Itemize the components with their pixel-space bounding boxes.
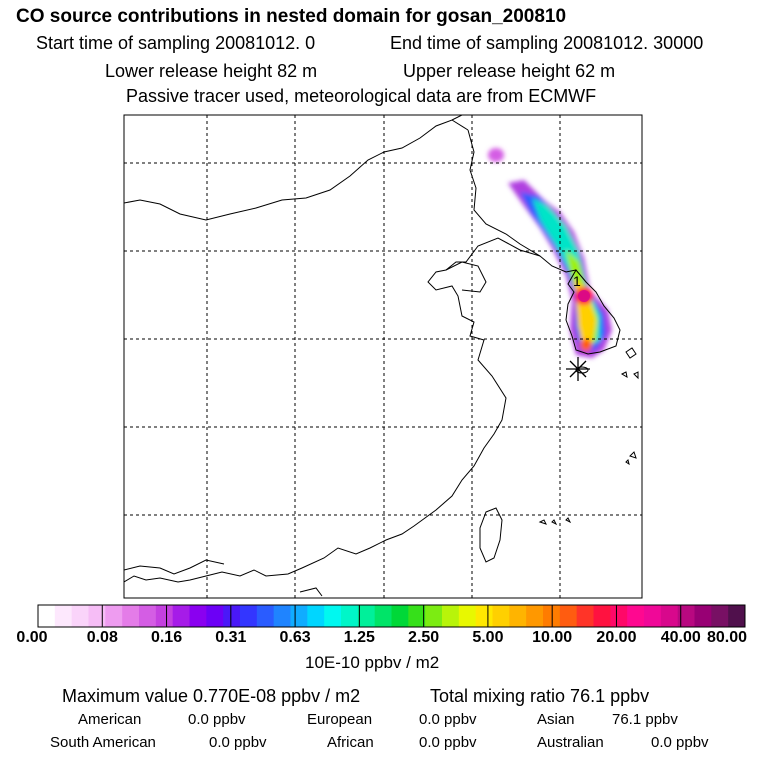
colorbar-tick-label: 5.00 bbox=[472, 629, 504, 646]
colorbar-swatch bbox=[425, 605, 443, 627]
map-title: CO source contributions in nested domain… bbox=[16, 6, 567, 27]
region-name-african: African bbox=[327, 734, 374, 751]
colorbar-swatch bbox=[105, 605, 123, 627]
region-value-american: 0.0 ppbv bbox=[188, 711, 246, 728]
colorbar-swatch bbox=[88, 605, 106, 627]
sampling-end: End time of sampling 20081012. 30000 bbox=[390, 33, 704, 53]
colorbar-swatch bbox=[122, 605, 140, 627]
colorbar-tick-label: 40.00 bbox=[660, 629, 701, 646]
maximum-value: Maximum value 0.770E-08 ppbv / m2 bbox=[62, 686, 361, 706]
colorbar-swatch bbox=[627, 605, 645, 627]
region-name-american: American bbox=[78, 711, 142, 728]
region-value-south-american: 0.0 ppbv bbox=[209, 734, 267, 751]
colorbar-swatch bbox=[492, 605, 510, 627]
receptor-label: 1 bbox=[573, 273, 581, 289]
colorbar-swatch bbox=[374, 605, 392, 627]
sampling-start: Start time of sampling 20081012. 0 bbox=[36, 33, 316, 53]
colorbar-swatch bbox=[54, 605, 73, 627]
region-value-australian: 0.0 ppbv bbox=[651, 734, 709, 751]
colorbar-swatch bbox=[728, 605, 746, 627]
colorbar-tick-label: 20.00 bbox=[596, 629, 637, 646]
colorbar-swatch bbox=[240, 605, 258, 627]
colorbar-swatch bbox=[711, 605, 729, 627]
map-frame bbox=[123, 114, 643, 599]
colorbar-swatch bbox=[341, 605, 359, 627]
colorbar-swatch bbox=[155, 605, 174, 627]
total-mixing-ratio: Total mixing ratio 76.1 ppbv bbox=[430, 686, 650, 706]
colorbar-tick-label: 0.08 bbox=[86, 629, 118, 646]
colorbar-frame bbox=[37, 604, 746, 628]
colorbar bbox=[38, 605, 746, 627]
colorbar-swatch bbox=[475, 605, 493, 627]
colorbar-tick-label: 1.25 bbox=[343, 629, 375, 646]
colorbar-swatch bbox=[610, 605, 628, 627]
colorbar-swatch bbox=[543, 605, 561, 627]
colorbar-swatch bbox=[189, 605, 207, 627]
colorbar-swatch bbox=[593, 605, 611, 627]
region-name-asian: Asian bbox=[537, 711, 575, 728]
colorbar-swatch bbox=[526, 605, 544, 627]
colorbar-tick-label: 0.00 bbox=[16, 629, 48, 646]
tracer-note: Passive tracer used, meteorological data… bbox=[126, 86, 597, 106]
colorbar-swatch bbox=[223, 605, 241, 627]
colorbar-swatch bbox=[694, 605, 712, 627]
colorbar-tick-label: 10.00 bbox=[532, 629, 573, 646]
colorbar-swatch bbox=[273, 605, 291, 627]
colorbar-swatch bbox=[324, 605, 342, 627]
colorbar-tick-label: 2.50 bbox=[408, 629, 440, 646]
colorbar-tick-label: 0.63 bbox=[279, 629, 311, 646]
colorbar-swatch bbox=[559, 605, 578, 627]
colorbar-tick-label: 0.16 bbox=[150, 629, 183, 646]
colorbar-tick-label: 80.00 bbox=[706, 629, 748, 646]
region-name-australian: Australian bbox=[537, 734, 604, 751]
colorbar-unit: 10E-10 ppbv / m2 bbox=[305, 653, 440, 672]
colorbar-swatch bbox=[139, 605, 157, 627]
colorbar-swatch bbox=[442, 605, 460, 627]
graticule bbox=[124, 115, 642, 598]
release-lower: Lower release height 82 m bbox=[105, 61, 318, 81]
receptor-asterisk-icon bbox=[566, 357, 590, 381]
region-name-european: European bbox=[307, 711, 373, 728]
colorbar-swatch bbox=[256, 605, 275, 627]
colorbar-swatch bbox=[206, 605, 224, 627]
colorbar-swatch bbox=[307, 605, 325, 627]
colorbar-swatch bbox=[458, 605, 477, 627]
colorbar-swatch bbox=[576, 605, 594, 627]
colorbar-swatch bbox=[357, 605, 376, 627]
colorbar-swatch bbox=[172, 605, 190, 627]
colorbar-tick-label: 0.31 bbox=[215, 629, 247, 646]
colorbar-swatch bbox=[71, 605, 89, 627]
colorbar-swatch bbox=[509, 605, 527, 627]
colorbar-swatch bbox=[38, 605, 56, 627]
region-value-european: 0.0 ppbv bbox=[419, 711, 477, 728]
colorbar-swatch bbox=[644, 605, 662, 627]
release-upper: Upper release height 62 m bbox=[403, 61, 616, 81]
colorbar-swatch bbox=[677, 605, 695, 627]
coastlines bbox=[124, 115, 639, 597]
colorbar-swatch bbox=[408, 605, 426, 627]
region-name-south-american: South American bbox=[50, 734, 156, 751]
colorbar-swatch bbox=[290, 605, 308, 627]
region-value-asian: 76.1 ppbv bbox=[612, 711, 678, 728]
colorbar-swatch bbox=[391, 605, 409, 627]
region-value-african: 0.0 ppbv bbox=[419, 734, 477, 751]
colorbar-swatch bbox=[660, 605, 679, 627]
